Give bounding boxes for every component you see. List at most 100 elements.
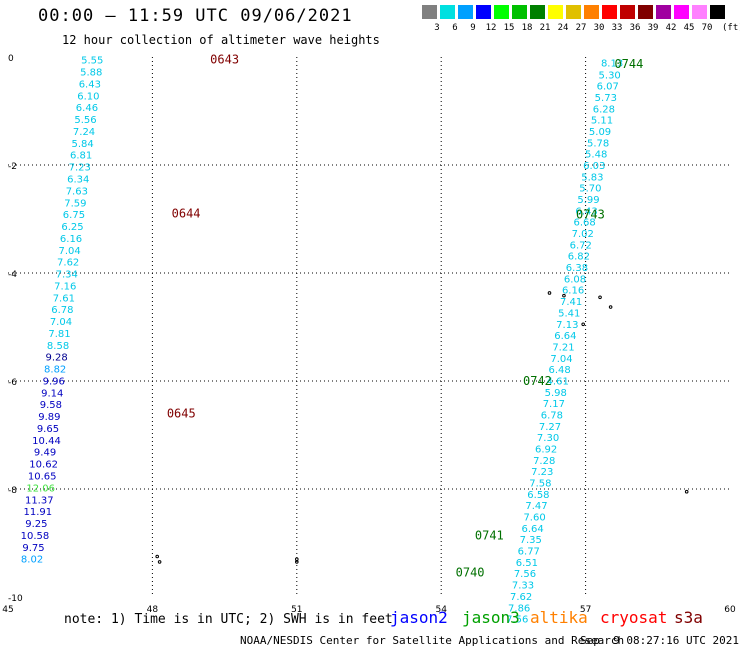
time-label: 0742 xyxy=(523,374,552,388)
island-outline xyxy=(608,305,613,309)
legend-tick-label: 12 xyxy=(485,23,497,33)
wave-height-point: 10.58 xyxy=(21,531,50,542)
wave-height-point: 9.14 xyxy=(41,388,63,399)
wave-height-point: 9.49 xyxy=(34,448,56,459)
island-outline xyxy=(598,295,602,300)
legend-swatch xyxy=(692,5,707,19)
wave-height-point: 8.58 xyxy=(47,341,69,352)
wave-height-point: 6.16 xyxy=(562,286,584,297)
y-tick-label: -2 xyxy=(8,162,17,172)
time-label: 0740 xyxy=(456,566,485,580)
wave-height-point: 5.70 xyxy=(579,184,601,195)
wave-height-point: 6.28 xyxy=(593,104,615,115)
wave-height-point: 7.02 xyxy=(572,229,594,240)
wave-height-point: 6.07 xyxy=(597,82,619,93)
legend-swatch xyxy=(440,5,455,19)
wave-height-point: 7.58 xyxy=(529,479,551,490)
wave-height-point: 7.47 xyxy=(525,501,547,512)
wave-height-point: 7.27 xyxy=(539,422,561,433)
wave-height-point: 5.98 xyxy=(545,388,567,399)
legend-tick-label: 3 xyxy=(434,23,440,33)
legend-swatch xyxy=(584,5,599,19)
wave-height-point: 7.33 xyxy=(512,581,534,592)
wave-height-point: 7.04 xyxy=(58,246,80,257)
legend-swatch xyxy=(548,5,563,19)
wave-height-point: 6.51 xyxy=(516,558,538,569)
legend-unit: (ft) xyxy=(722,23,740,33)
wave-height-point: 7.62 xyxy=(510,592,532,603)
wave-height-point: 5.30 xyxy=(599,70,621,81)
wave-height-point: 9.58 xyxy=(40,400,62,411)
wave-height-point: 7.23 xyxy=(69,163,91,174)
wave-height-point: 7.21 xyxy=(552,342,574,353)
legend-tick-label: 45 xyxy=(683,23,695,33)
satellite-altika: altika xyxy=(530,608,588,627)
wave-height-point: 7.59 xyxy=(64,198,86,209)
wave-height-point: 8.13 xyxy=(601,58,623,69)
wave-height-point: 7.04 xyxy=(550,354,572,365)
time-label: 0744 xyxy=(614,57,643,71)
wave-height-point: 10.44 xyxy=(32,436,61,447)
wave-height-point: 7.23 xyxy=(531,467,553,478)
satellite-jason2: jason2 xyxy=(390,608,448,627)
island-outline xyxy=(155,554,160,559)
wave-height-point: 11.37 xyxy=(25,495,54,506)
legend-tick-label: 39 xyxy=(647,23,659,33)
wave-height-point: 6.34 xyxy=(67,175,89,186)
wave-height-point: 8.82 xyxy=(44,365,66,376)
wave-height-point: 7.61 xyxy=(53,293,75,304)
wave-height-point: 5.84 xyxy=(71,139,93,150)
wave-height-point: 10.65 xyxy=(28,472,57,483)
wave-height-point: 7.56 xyxy=(506,615,528,626)
wave-height-point: 9.65 xyxy=(37,424,59,435)
legend-swatch xyxy=(638,5,653,19)
wave-height-point: 6.64 xyxy=(554,331,576,342)
wave-height-point: 6.72 xyxy=(570,240,592,251)
wave-height-point: 5.88 xyxy=(80,68,102,79)
legend-tick-label: 70 xyxy=(701,23,713,33)
wave-height-point: 7.35 xyxy=(520,535,542,546)
wave-height-point: 7.30 xyxy=(537,433,559,444)
wave-height-point: 6.48 xyxy=(548,365,570,376)
time-label: 0743 xyxy=(576,208,605,222)
y-tick-label: 0 xyxy=(8,54,14,64)
satellite-cryosat: cryosat xyxy=(600,608,668,627)
legend-swatch xyxy=(494,5,509,19)
island-outline xyxy=(295,560,299,564)
legend-tick-label: 27 xyxy=(575,23,587,33)
island-outline xyxy=(157,560,162,564)
wave-height-point: 6.03 xyxy=(583,161,605,172)
wave-height-point: 5.78 xyxy=(587,138,609,149)
x-tick-label: 51 xyxy=(291,605,302,615)
legend-swatch xyxy=(602,5,617,19)
wave-height-point: 7.81 xyxy=(48,329,70,340)
legend-swatch xyxy=(620,5,635,19)
wave-height-point: 9.28 xyxy=(45,353,67,364)
x-tick-label: 54 xyxy=(435,605,447,615)
island-outline xyxy=(684,489,689,494)
satellite-s3a: s3a xyxy=(674,608,703,627)
wave-height-point: 7.41 xyxy=(560,297,582,308)
wave-height-point: 9.25 xyxy=(25,519,47,530)
x-tick-label: 57 xyxy=(580,605,591,615)
wave-height-point: 6.08 xyxy=(564,274,586,285)
legend-swatch xyxy=(566,5,581,19)
wave-height-point: 7.04 xyxy=(50,317,72,328)
legend-tick-label: 42 xyxy=(665,23,677,33)
legend-swatch xyxy=(530,5,545,19)
wave-height-point: 7.86 xyxy=(508,603,530,614)
legend-tick-label: 21 xyxy=(539,23,551,33)
wave-height-point: 9.89 xyxy=(38,412,60,423)
wave-height-point: 6.16 xyxy=(60,234,82,245)
wave-height-point: 5.48 xyxy=(585,150,607,161)
island-outline xyxy=(562,293,566,298)
legend-swatch xyxy=(458,5,473,19)
wave-height-point: 6.46 xyxy=(76,103,98,114)
wave-height-point: 7.16 xyxy=(54,281,76,292)
wave-height-point: 6.78 xyxy=(541,410,563,421)
wave-height-point: 6.92 xyxy=(535,445,557,456)
legend-swatch xyxy=(422,5,437,19)
legend-swatch xyxy=(674,5,689,19)
x-tick-label: 48 xyxy=(147,605,159,615)
generated-timestamp: Sep 9 08:27:16 UTC 2021 xyxy=(580,634,739,647)
